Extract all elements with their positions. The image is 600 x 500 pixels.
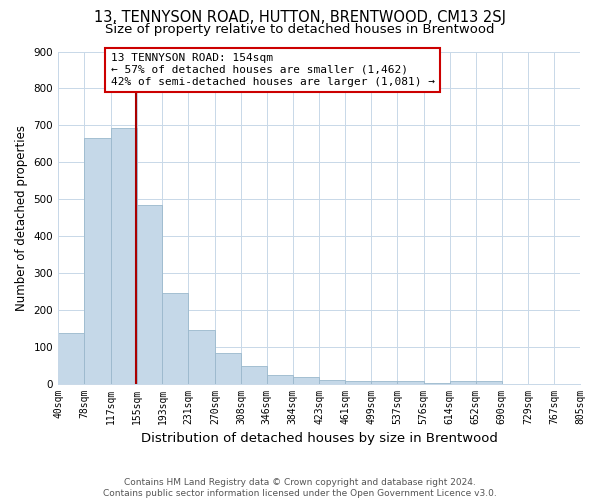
- Text: Size of property relative to detached houses in Brentwood: Size of property relative to detached ho…: [105, 22, 495, 36]
- Bar: [345, 380, 371, 384]
- Bar: [58, 333, 84, 384]
- Bar: [110, 128, 137, 384]
- Bar: [397, 382, 424, 384]
- Text: Contains HM Land Registry data © Crown copyright and database right 2024.
Contai: Contains HM Land Registry data © Crown c…: [103, 478, 497, 498]
- Bar: [476, 381, 502, 384]
- Bar: [163, 293, 188, 384]
- Bar: [241, 366, 267, 384]
- Bar: [293, 377, 319, 384]
- Text: 13 TENNYSON ROAD: 154sqm
← 57% of detached houses are smaller (1,462)
42% of sem: 13 TENNYSON ROAD: 154sqm ← 57% of detach…: [110, 54, 434, 86]
- X-axis label: Distribution of detached houses by size in Brentwood: Distribution of detached houses by size …: [140, 432, 497, 445]
- Bar: [188, 330, 215, 384]
- Y-axis label: Number of detached properties: Number of detached properties: [15, 124, 28, 310]
- Bar: [267, 376, 293, 384]
- Bar: [215, 353, 241, 384]
- Bar: [137, 205, 163, 384]
- Bar: [319, 380, 345, 384]
- Bar: [449, 380, 476, 384]
- Text: 13, TENNYSON ROAD, HUTTON, BRENTWOOD, CM13 2SJ: 13, TENNYSON ROAD, HUTTON, BRENTWOOD, CM…: [94, 10, 506, 25]
- Bar: [84, 138, 110, 384]
- Bar: [371, 380, 397, 384]
